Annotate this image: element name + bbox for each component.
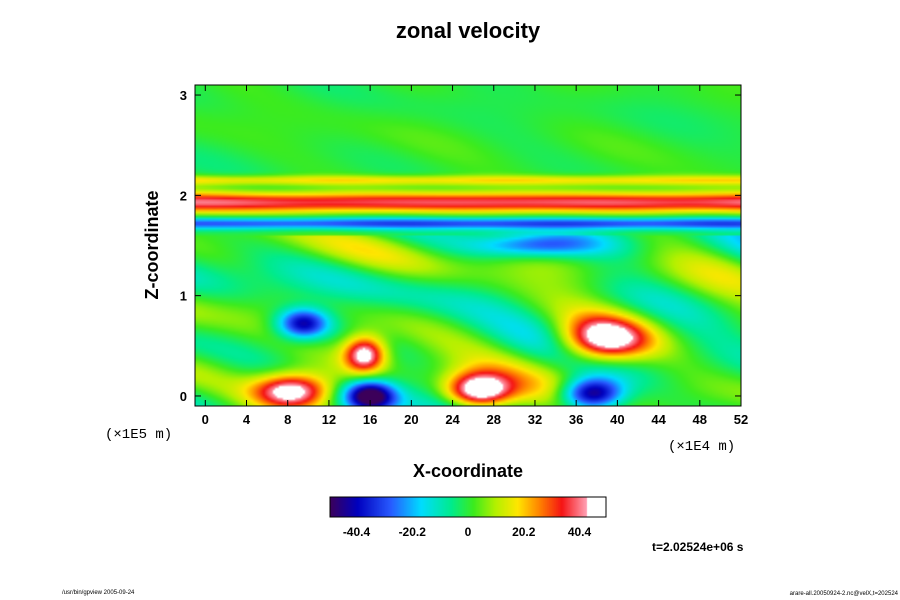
y-tick-label: 1 (180, 289, 187, 304)
colorbar-tick-label: 0 (465, 525, 472, 539)
colorbar-frame (329, 496, 607, 518)
y-axis: 0 1 2 3 (180, 88, 741, 404)
x-tick-label: 48 (693, 412, 707, 427)
y-tick-label: 0 (180, 389, 187, 404)
colorbar-tick-label: 40.4 (568, 525, 592, 539)
colorbar-gradient (330, 497, 606, 517)
footer-right: arare-all.20050924-2.nc@velX,t=202524 (790, 591, 899, 597)
x-tick-label: 8 (284, 412, 291, 427)
y-tick-label: 3 (180, 88, 187, 103)
chart-title: zonal velocity (396, 18, 541, 43)
x-tick-label: 24 (445, 412, 460, 427)
heatmap-image (195, 85, 741, 406)
x-tick-label: 36 (569, 412, 583, 427)
x-tick-label: 44 (651, 412, 666, 427)
x-axis-units: (×1E4 m) (668, 439, 735, 455)
x-tick-label: 28 (487, 412, 501, 427)
colorbar: -40.4 -20.2 0 20.2 40.4 (329, 496, 607, 539)
x-tick-label: 4 (243, 412, 251, 427)
colorbar-tick-label: -40.4 (343, 525, 371, 539)
y-axis-units: (×1E5 m) (105, 427, 172, 443)
x-tick-label: 16 (363, 412, 377, 427)
x-axis-label: X-coordinate (413, 461, 523, 481)
x-tick-label: 0 (202, 412, 209, 427)
plot-frame (194, 84, 742, 407)
footer-left: /usr/bin/gpview 2005-09-24 (62, 590, 135, 596)
colorbar-ticks: -40.4 -20.2 0 20.2 40.4 (343, 525, 592, 539)
x-tick-label: 52 (734, 412, 748, 427)
y-axis-label: Z-coordinate (142, 190, 162, 299)
x-tick-label: 40 (610, 412, 624, 427)
x-tick-label: 20 (404, 412, 418, 427)
x-tick-label: 32 (528, 412, 542, 427)
colorbar-tick-label: -20.2 (399, 525, 427, 539)
time-label: t=2.02524e+06 s (652, 540, 744, 554)
x-tick-label: 12 (322, 412, 336, 427)
y-tick-label: 2 (180, 188, 187, 203)
x-axis: 0 4 8 12 16 20 24 28 32 36 40 44 48 52 (202, 85, 748, 427)
colorbar-tick-label: 20.2 (512, 525, 536, 539)
